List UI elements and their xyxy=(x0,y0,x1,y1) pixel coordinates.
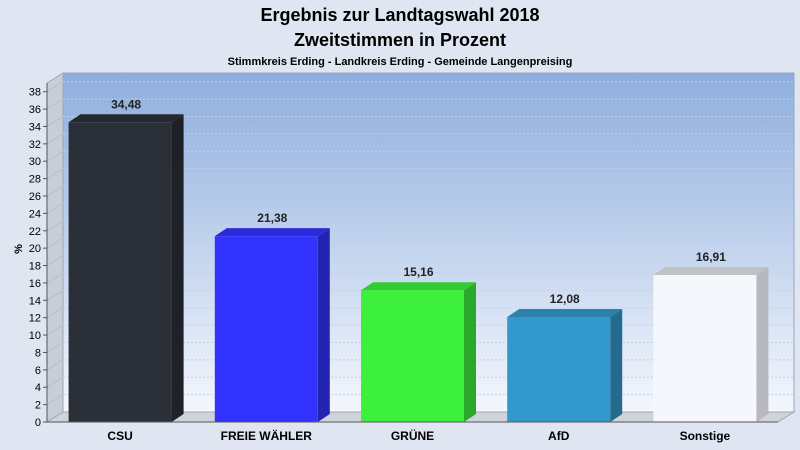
y-tick-label: 30 xyxy=(29,156,41,168)
gridline-side xyxy=(46,272,64,284)
gridline-side xyxy=(46,394,64,406)
bar-top xyxy=(653,267,769,276)
bar-side xyxy=(171,114,184,422)
gridline-side xyxy=(46,237,64,249)
bar-top xyxy=(507,308,623,317)
bar-side xyxy=(756,267,769,422)
bar-side xyxy=(464,282,476,422)
y-tick-label: 28 xyxy=(29,174,41,186)
y-axis-label: % xyxy=(13,244,25,254)
x-axis: CSU FREIE WÄHLER GRÜNE AfD Sonstige xyxy=(47,421,778,443)
bar-top xyxy=(68,114,184,123)
bar-top xyxy=(214,228,330,237)
bar xyxy=(653,275,757,422)
category-label: FREIE WÄHLER xyxy=(221,428,313,443)
bar-freie-w-hler xyxy=(214,228,330,422)
value-label: 12,08 xyxy=(550,292,580,306)
y-tick-label: 14 xyxy=(29,295,41,307)
bar xyxy=(361,290,464,422)
category-label: CSU xyxy=(107,429,132,443)
chart-subtitle: Stimmkreis Erding - Landkreis Erding - G… xyxy=(228,56,573,68)
bar xyxy=(507,316,611,422)
category-label: GRÜNE xyxy=(391,428,434,443)
y-tick-label: 0 xyxy=(35,417,41,429)
value-label: 15,16 xyxy=(403,265,433,279)
gridline-side xyxy=(46,81,64,93)
y-tick-label: 12 xyxy=(29,313,41,325)
gridline-side xyxy=(46,307,64,319)
gridline-side xyxy=(46,116,64,127)
bar-csu xyxy=(68,114,184,422)
gridline-side xyxy=(46,359,64,371)
gridline-side xyxy=(46,150,64,162)
y-tick-label: 18 xyxy=(29,261,41,273)
bar-side xyxy=(317,228,330,422)
bars xyxy=(68,114,769,422)
y-tick-label: 36 xyxy=(29,104,41,116)
chart-title-2: Zweitstimmen in Prozent xyxy=(294,30,506,50)
bar xyxy=(214,236,318,422)
value-labels: 34,48 21,38 15,16 12,08 16,91 xyxy=(111,97,726,306)
bar-sonstige xyxy=(653,267,769,422)
gridline-side xyxy=(46,289,64,301)
y-tick-label: 32 xyxy=(29,139,41,151)
y-tick-label: 10 xyxy=(29,330,41,342)
y-tick-label: 38 xyxy=(29,87,41,99)
y-tick-label: 24 xyxy=(29,208,41,220)
value-label: 16,91 xyxy=(696,250,726,264)
gridline-side xyxy=(46,376,64,388)
y-tick-label: 2 xyxy=(35,400,41,412)
y-tick-label: 26 xyxy=(29,191,41,203)
value-label: 21,38 xyxy=(257,211,287,225)
gridline-side xyxy=(46,202,64,214)
bar-afd xyxy=(507,308,623,422)
gridline-side xyxy=(46,133,64,145)
y-tick-label: 4 xyxy=(35,382,41,394)
y-tick-label: 34 xyxy=(29,121,41,133)
y-tick-label: 6 xyxy=(35,365,41,377)
bar-gr-ne xyxy=(361,282,476,422)
category-label: Sonstige xyxy=(680,429,731,443)
y-tick-label: 20 xyxy=(29,243,41,255)
bar-top xyxy=(361,282,476,291)
bar xyxy=(68,122,172,422)
gridline-side xyxy=(46,324,64,336)
y-tick-label: 8 xyxy=(35,347,41,359)
value-label: 34,48 xyxy=(111,97,141,111)
y-tick-label: 22 xyxy=(29,226,41,238)
gridline-side xyxy=(46,342,64,353)
gridline-side xyxy=(46,98,64,110)
bar-side xyxy=(610,308,623,422)
gridline-side xyxy=(46,220,64,232)
gridline-side xyxy=(46,255,64,266)
category-label: AfD xyxy=(548,429,570,443)
y-tick-label: 16 xyxy=(29,278,41,290)
gridline-side xyxy=(46,168,64,180)
gridline-side xyxy=(46,185,64,197)
chart-title: Ergebnis zur Landtagswahl 2018 xyxy=(260,5,539,25)
